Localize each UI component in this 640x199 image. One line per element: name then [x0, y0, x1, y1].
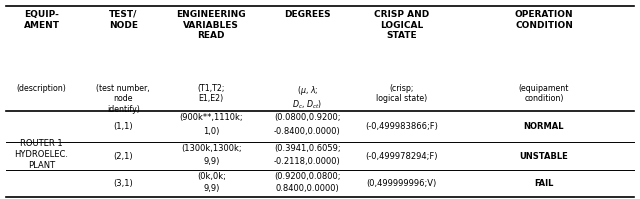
Text: (T1,T2;
E1,E2): (T1,T2; E1,E2) [198, 84, 225, 103]
Text: (0.0800,0.9200;: (0.0800,0.9200; [274, 113, 340, 122]
Text: (900k**,1110k;: (900k**,1110k; [179, 113, 243, 122]
Text: (description): (description) [17, 84, 67, 93]
Text: DEGREES: DEGREES [284, 10, 330, 19]
Text: (1300k,1300k;: (1300k,1300k; [181, 144, 241, 153]
Text: (0k,0k;: (0k,0k; [196, 172, 226, 181]
Text: (crisp;
logical state): (crisp; logical state) [376, 84, 427, 103]
Text: NORMAL: NORMAL [524, 122, 564, 131]
Text: 9,9): 9,9) [203, 184, 220, 193]
Text: FAIL: FAIL [534, 179, 554, 188]
Text: (3,1): (3,1) [113, 179, 133, 188]
Text: 0.8400,0.0000): 0.8400,0.0000) [275, 184, 339, 193]
Text: EQUIP-
AMENT: EQUIP- AMENT [24, 10, 60, 30]
Text: (0,499999996;V): (0,499999996;V) [367, 179, 436, 188]
Text: UNSTABLE: UNSTABLE [520, 152, 568, 161]
Text: (-0,499983866;F): (-0,499983866;F) [365, 122, 438, 131]
Text: CRISP AND
LOGICAL
STATE: CRISP AND LOGICAL STATE [374, 10, 429, 40]
Text: (0.9200,0.0800;: (0.9200,0.0800; [274, 172, 340, 181]
Text: (0.3941,0.6059;: (0.3941,0.6059; [274, 144, 340, 153]
Text: 9,9): 9,9) [203, 157, 220, 166]
Text: ($\mu$, $\lambda$;
$D_c$, $D_{ct}$): ($\mu$, $\lambda$; $D_c$, $D_{ct}$) [292, 84, 323, 111]
Text: ROUTER 1
HYDROELEC.
PLANT: ROUTER 1 HYDROELEC. PLANT [15, 139, 68, 170]
Text: OPERATION
CONDITION: OPERATION CONDITION [515, 10, 573, 30]
Text: (-0,499978294;F): (-0,499978294;F) [365, 152, 438, 161]
Text: -0.2118,0.0000): -0.2118,0.0000) [274, 157, 340, 166]
Text: (equipament
condition): (equipament condition) [519, 84, 569, 103]
Text: ENGINEERING
VARIABLES
READ: ENGINEERING VARIABLES READ [177, 10, 246, 40]
Text: 1,0): 1,0) [203, 128, 220, 137]
Text: (2,1): (2,1) [113, 152, 133, 161]
Text: (test number,
node
identify): (test number, node identify) [97, 84, 150, 114]
Text: (1,1): (1,1) [113, 122, 133, 131]
Text: -0.8400,0.0000): -0.8400,0.0000) [274, 128, 340, 137]
Text: TEST/
NODE: TEST/ NODE [109, 10, 138, 30]
